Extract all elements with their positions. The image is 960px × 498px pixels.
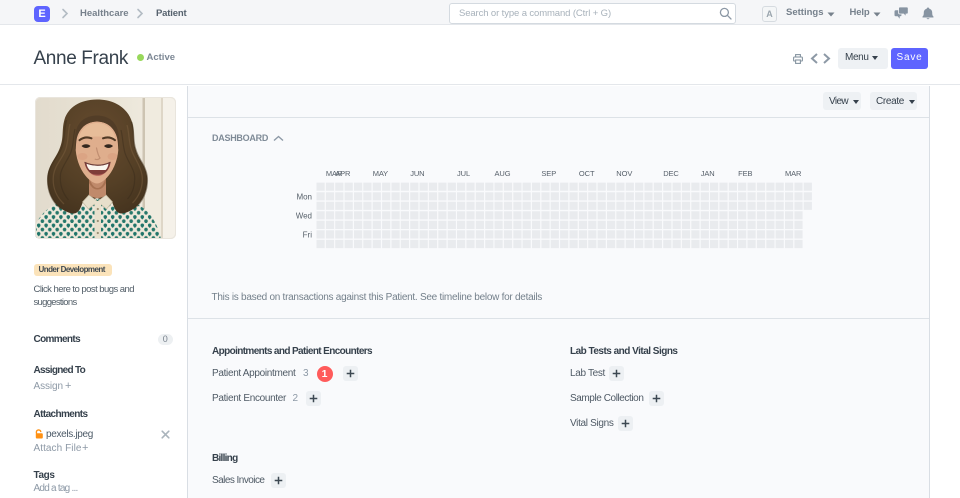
svg-text:APR: APR bbox=[335, 169, 351, 178]
svg-text:MAR: MAR bbox=[326, 169, 343, 178]
svg-text:MAR: MAR bbox=[785, 169, 802, 178]
svg-text:NOV: NOV bbox=[616, 169, 632, 178]
svg-text:JUN: JUN bbox=[410, 169, 424, 178]
svg-text:AUG: AUG bbox=[495, 169, 511, 178]
svg-text:MAY: MAY bbox=[373, 169, 388, 178]
svg-text:Wed: Wed bbox=[296, 212, 312, 221]
svg-text:FEB: FEB bbox=[738, 169, 752, 178]
svg-text:JAN: JAN bbox=[701, 169, 715, 178]
svg-text:JUL: JUL bbox=[457, 169, 470, 178]
svg-text:OCT: OCT bbox=[579, 169, 595, 178]
svg-text:Mon: Mon bbox=[296, 192, 312, 201]
svg-text:SEP: SEP bbox=[541, 169, 556, 178]
svg-text:DEC: DEC bbox=[663, 169, 679, 178]
svg-text:Fri: Fri bbox=[303, 231, 313, 240]
